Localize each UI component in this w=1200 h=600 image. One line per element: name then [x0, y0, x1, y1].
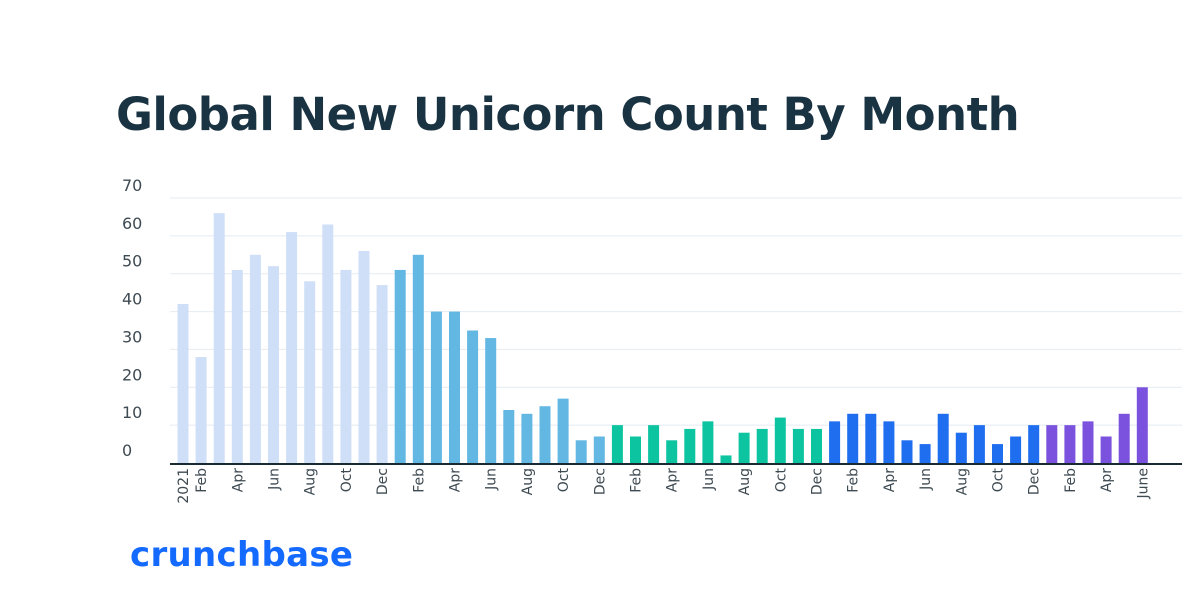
x-tick-label: Apr: [448, 468, 464, 492]
bar: [340, 269, 352, 463]
bar: [467, 330, 479, 463]
bar: [883, 421, 895, 463]
bar: [847, 413, 859, 463]
bar: [195, 357, 207, 463]
bar: [503, 410, 515, 463]
x-tick-label: Oct: [339, 468, 355, 493]
bar: [593, 436, 605, 463]
y-tick-label: 0: [122, 441, 132, 460]
bar: [1118, 413, 1130, 463]
bar: [539, 406, 551, 463]
bar: [919, 444, 931, 463]
bar: [322, 224, 334, 463]
y-tick-label: 40: [122, 290, 142, 309]
x-tick-label: Apr: [882, 468, 898, 492]
x-tick-label: Dec: [810, 468, 826, 495]
bar: [449, 311, 460, 463]
x-tick-label: Apr: [1099, 468, 1115, 492]
bar: [992, 444, 1003, 463]
x-tick-label: Jun: [701, 468, 717, 491]
bar: [973, 425, 985, 463]
bar: [611, 425, 623, 463]
bar: [865, 413, 877, 463]
bar: [412, 254, 424, 463]
bar: [304, 281, 316, 463]
x-tick-label: Aug: [520, 468, 536, 495]
x-tick-label: Feb: [1063, 468, 1079, 493]
bar: [1010, 436, 1022, 463]
bar: [684, 428, 696, 463]
bar: [702, 421, 714, 463]
y-tick-label: 50: [122, 252, 142, 271]
x-tick-label: June: [1135, 468, 1151, 500]
x-tick-label: Oct: [991, 468, 1007, 493]
bar: [231, 269, 243, 463]
bar: [394, 269, 406, 463]
x-tick-label: 2021: [176, 468, 192, 504]
bars: [177, 213, 1148, 463]
bar: [358, 251, 370, 463]
bar: [937, 413, 949, 463]
crunchbase-logo: crunchbase: [130, 535, 354, 575]
x-tick-label: Aug: [737, 468, 753, 495]
bar: [286, 232, 298, 463]
x-tick-label: Feb: [411, 468, 427, 493]
chart-title: Global New Unicorn Count By Month: [116, 88, 1020, 141]
bar: [575, 440, 587, 463]
bar: [177, 304, 189, 463]
x-axis-tick-labels: 2021 Feb Apr Jun Aug Oct Dec Feb Apr Jun Aug Oct Dec…: [176, 468, 1151, 504]
x-tick-label: Jun: [918, 468, 934, 491]
bar: [1046, 425, 1058, 463]
x-tick-label: Dec: [375, 468, 391, 495]
x-tick-label: Dec: [1027, 468, 1043, 495]
y-tick-label: 10: [122, 403, 142, 422]
x-tick-label: Jun: [484, 468, 500, 491]
bar: [213, 213, 225, 463]
x-tick-label: Oct: [773, 468, 789, 493]
bar: [1028, 425, 1040, 463]
bar: [376, 285, 388, 463]
bar: [1136, 387, 1148, 463]
y-tick-label: 70: [122, 176, 142, 195]
bar: [811, 428, 822, 463]
x-tick-label: Feb: [629, 468, 645, 493]
bar: [792, 428, 804, 463]
y-tick-label: 60: [122, 214, 142, 233]
x-tick-label: Feb: [194, 468, 210, 493]
bar: [1064, 425, 1076, 463]
bar: [720, 455, 732, 463]
bar: [1100, 436, 1112, 463]
bar: [268, 266, 279, 463]
bar: [774, 417, 786, 463]
x-tick-label: Dec: [592, 468, 608, 495]
x-tick-label: Aug: [954, 468, 970, 495]
bar: [955, 432, 967, 463]
bar: [485, 338, 497, 463]
bar: [249, 254, 261, 463]
y-tick-label: 30: [122, 327, 142, 346]
x-tick-label: Apr: [230, 468, 246, 492]
x-tick-label: Jun: [267, 468, 283, 491]
bar: [521, 413, 533, 463]
x-tick-label: Feb: [846, 468, 862, 493]
bar: [430, 311, 442, 463]
bar: [738, 432, 750, 463]
x-tick-label: Oct: [556, 468, 572, 493]
y-tick-label: 20: [122, 365, 142, 384]
y-axis-tick-labels: 0 10 20 30 40 50 60 70: [122, 176, 142, 460]
bar: [1082, 421, 1094, 463]
grid-lines: [170, 197, 1182, 426]
bar: [829, 421, 841, 463]
bar: [557, 398, 569, 463]
x-tick-label: Aug: [303, 468, 319, 495]
x-tick-label: Apr: [665, 468, 681, 492]
bar: [648, 425, 660, 463]
bar: [901, 440, 913, 463]
bar: [630, 436, 641, 463]
bar: [756, 428, 768, 463]
bar: [666, 440, 678, 463]
